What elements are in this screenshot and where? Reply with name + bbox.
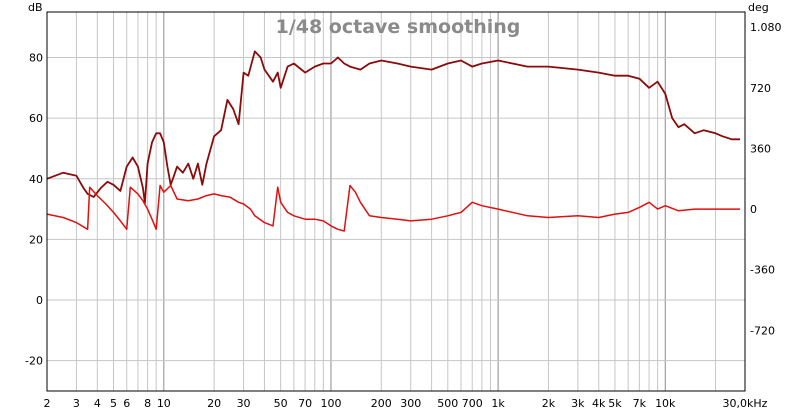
- x-tick-label: 4k: [592, 397, 606, 410]
- x-tick-label: 7k: [633, 397, 647, 410]
- x-tick-label: 200: [371, 397, 392, 410]
- left-tick-label: 60: [29, 112, 43, 125]
- x-tick-label: 500: [437, 397, 458, 410]
- magnitude-series-line: [46, 50, 740, 204]
- x-tick-label: 300: [400, 397, 421, 410]
- left-tick-label: 40: [29, 173, 43, 186]
- right-tick-label: 720: [750, 82, 771, 95]
- left-tick-label: 80: [29, 51, 43, 64]
- chart-title: 1/48 octave smoothing: [276, 16, 521, 38]
- x-tick-label: 20: [207, 397, 221, 410]
- left-tick-label: 20: [29, 233, 43, 246]
- right-tick-label: 0: [750, 203, 757, 216]
- x-tick-label: 3k: [571, 397, 585, 410]
- right-tick-label: 1.080: [750, 21, 782, 34]
- right-tick-label: -720: [750, 324, 775, 337]
- right-tick-label: -360: [750, 264, 775, 277]
- x-tick-label: 70: [298, 397, 312, 410]
- x-tick-label: 2k: [542, 397, 556, 410]
- right-axis-unit: deg: [748, 1, 769, 14]
- x-tick-label: 8: [144, 397, 151, 410]
- x-tick-label: 50: [274, 397, 288, 410]
- x-tick-label: 30,0kHz: [723, 397, 768, 410]
- x-tick-label: 3: [73, 397, 80, 410]
- series-layer: [46, 50, 740, 232]
- x-tick-label: 5: [110, 397, 117, 410]
- phase-series-line: [46, 184, 740, 232]
- x-tick-label: 2: [44, 397, 51, 410]
- x-tick-label: 1k: [491, 397, 505, 410]
- left-tick-label: -20: [25, 355, 43, 368]
- left-axis-unit: dB: [28, 1, 43, 14]
- x-tick-label: 30: [237, 397, 251, 410]
- x-tick-label: 6: [123, 397, 130, 410]
- right-tick-label: 360: [750, 142, 771, 155]
- x-tick-label: 4: [94, 397, 101, 410]
- x-tick-label: 700: [462, 397, 483, 410]
- left-tick-label: 0: [36, 294, 43, 307]
- plot-frame: [46, 11, 746, 392]
- x-tick-label: 5k: [608, 397, 622, 410]
- x-tick-label: 100: [320, 397, 341, 410]
- x-tick-label: 10: [157, 397, 171, 410]
- x-tick-label: 10k: [655, 397, 676, 410]
